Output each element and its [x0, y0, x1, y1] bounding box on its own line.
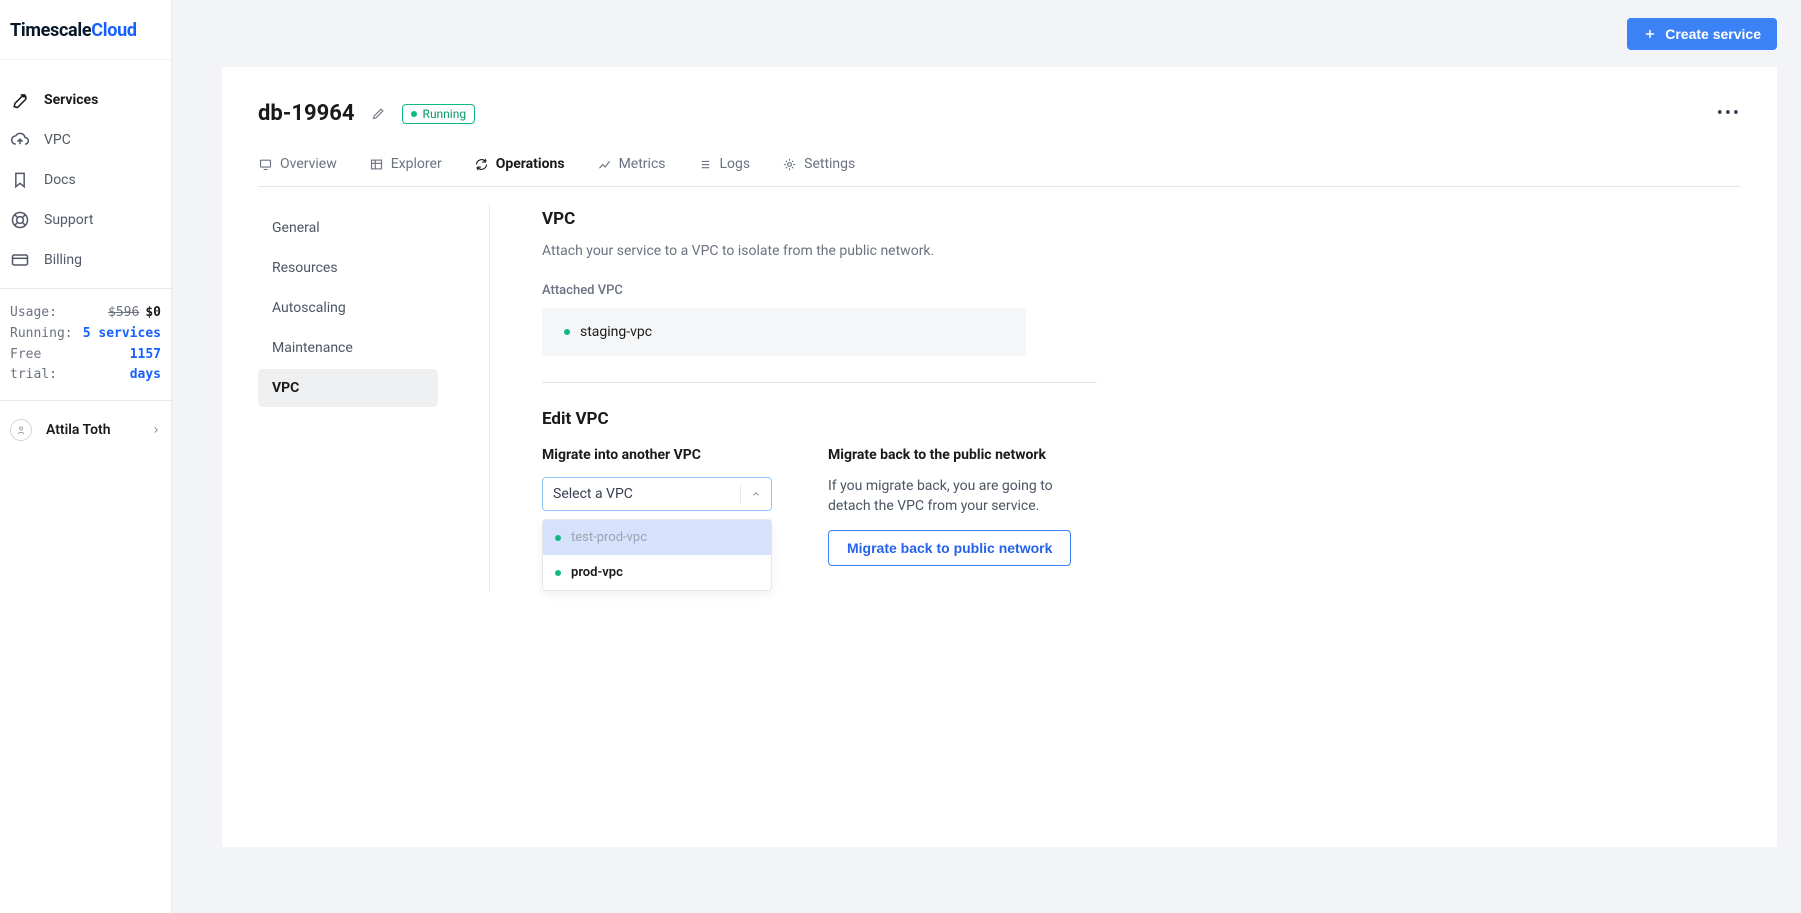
- attached-vpc-label: Attached VPC: [542, 283, 1170, 298]
- tab-label: Explorer: [391, 156, 442, 172]
- usage-strike: $596: [108, 305, 139, 320]
- tab-label: Logs: [720, 156, 751, 172]
- tab-settings[interactable]: Settings: [782, 146, 855, 186]
- trial-label-2: trial:: [10, 365, 57, 386]
- sidebar-item-label: Docs: [44, 172, 76, 188]
- vpc-option-label: prod-vpc: [571, 565, 623, 580]
- vpc-option-label: test-prod-vpc: [571, 530, 647, 545]
- usage-value: $0: [145, 305, 161, 320]
- avatar: [10, 419, 32, 441]
- sidebar-item-label: VPC: [44, 132, 71, 148]
- sidebar-item-support[interactable]: Support: [0, 200, 171, 240]
- plus-icon: [1643, 27, 1657, 41]
- sidebar-item-billing[interactable]: Billing: [0, 240, 171, 280]
- sidebar-nav: Services VPC Docs Support Billing: [0, 64, 171, 288]
- refresh-icon: [474, 157, 489, 172]
- chevron-up-icon: [751, 489, 761, 499]
- chart-icon: [597, 157, 612, 172]
- list-icon: [698, 157, 713, 172]
- status-dot-icon: [555, 535, 561, 541]
- subnav-maintenance[interactable]: Maintenance: [258, 329, 438, 367]
- tabs: Overview Explorer Operations Metrics Log…: [258, 136, 1741, 187]
- attached-vpc-name: staging-vpc: [580, 324, 652, 340]
- edit-vpc-title: Edit VPC: [542, 409, 1170, 429]
- sidebar-item-vpc[interactable]: VPC: [0, 120, 171, 160]
- tab-overview[interactable]: Overview: [258, 146, 337, 186]
- service-title: db-19964: [258, 101, 355, 126]
- trial-val-1: 1157: [130, 345, 161, 366]
- trial-label-1: Free: [10, 345, 41, 366]
- topbar: Create service: [172, 0, 1801, 67]
- create-service-button[interactable]: Create service: [1627, 18, 1777, 50]
- tab-label: Overview: [280, 156, 337, 172]
- usage-block: Usage: $596 $0 Running: 5 services Free 1…: [0, 288, 171, 401]
- status-dot-icon: [411, 111, 417, 117]
- tab-label: Operations: [496, 156, 565, 172]
- gear-icon: [782, 157, 797, 172]
- lifebuoy-icon: [10, 210, 30, 230]
- tab-explorer[interactable]: Explorer: [369, 146, 442, 186]
- credit-card-icon: [10, 250, 30, 270]
- sidebar: TimescaleCloud Services VPC Docs Support: [0, 0, 172, 913]
- vpc-description: Attach your service to a VPC to isolate …: [542, 243, 1170, 259]
- status-dot-icon: [555, 570, 561, 576]
- usage-label: Usage:: [10, 303, 57, 324]
- logo-part1: Timescale: [10, 20, 91, 41]
- vpc-option-prod[interactable]: prod-vpc: [543, 555, 771, 590]
- attached-vpc-box: staging-vpc: [542, 308, 1026, 356]
- card-header: db-19964 Running •••: [258, 67, 1741, 136]
- migrate-back-label: Migrate back to the public network: [828, 447, 1098, 463]
- vpc-select-placeholder: Select a VPC: [553, 486, 633, 502]
- divider: [542, 382, 1097, 383]
- vpc-option-test-prod[interactable]: test-prod-vpc: [543, 520, 771, 555]
- subnav-resources[interactable]: Resources: [258, 249, 438, 287]
- subnav-autoscaling[interactable]: Autoscaling: [258, 289, 438, 327]
- sidebar-item-label: Services: [44, 92, 98, 108]
- tab-logs[interactable]: Logs: [698, 146, 751, 186]
- status-dot-icon: [564, 329, 570, 335]
- create-service-label: Create service: [1665, 26, 1761, 42]
- cloud-upload-icon: [10, 130, 30, 150]
- subnav-vpc[interactable]: VPC: [258, 369, 438, 407]
- operations-subnav: General Resources Autoscaling Maintenanc…: [258, 205, 490, 591]
- tab-operations[interactable]: Operations: [474, 146, 565, 186]
- user-name: Attila Toth: [46, 422, 111, 438]
- logo[interactable]: TimescaleCloud: [0, 0, 171, 60]
- wrench-icon: [10, 90, 30, 110]
- vpc-select[interactable]: Select a VPC: [542, 477, 772, 511]
- migrate-back-button[interactable]: Migrate back to public network: [828, 530, 1071, 566]
- vpc-title: VPC: [542, 209, 1170, 229]
- trial-val-2: days: [130, 365, 161, 386]
- bookmark-icon: [10, 170, 30, 190]
- subnav-general[interactable]: General: [258, 209, 438, 247]
- vpc-panel: VPC Attach your service to a VPC to isol…: [490, 205, 1170, 591]
- table-icon: [369, 157, 384, 172]
- status-text: Running: [423, 107, 467, 121]
- monitor-icon: [258, 157, 273, 172]
- status-badge: Running: [402, 104, 476, 124]
- migrate-back-description: If you migrate back, you are going to de…: [828, 477, 1098, 516]
- chevron-right-icon: [151, 425, 161, 435]
- sidebar-item-label: Support: [44, 212, 93, 228]
- tab-label: Settings: [804, 156, 855, 172]
- content-card: db-19964 Running ••• Overview Explorer: [222, 67, 1777, 847]
- pencil-icon[interactable]: [371, 106, 386, 121]
- sidebar-item-label: Billing: [44, 252, 82, 268]
- sidebar-item-docs[interactable]: Docs: [0, 160, 171, 200]
- running-value: 5 services: [83, 324, 161, 345]
- user-icon: [15, 424, 27, 436]
- running-label: Running:: [10, 324, 73, 345]
- more-menu-button[interactable]: •••: [1717, 103, 1741, 124]
- sidebar-item-services[interactable]: Services: [0, 80, 171, 120]
- logo-part2: Cloud: [91, 20, 136, 41]
- user-menu[interactable]: Attila Toth: [0, 401, 171, 459]
- tab-label: Metrics: [619, 156, 666, 172]
- tab-metrics[interactable]: Metrics: [597, 146, 666, 186]
- migrate-vpc-label: Migrate into another VPC: [542, 447, 772, 463]
- main: Create service db-19964 Running •••: [172, 0, 1801, 913]
- vpc-dropdown: test-prod-vpc prod-vpc: [542, 519, 772, 591]
